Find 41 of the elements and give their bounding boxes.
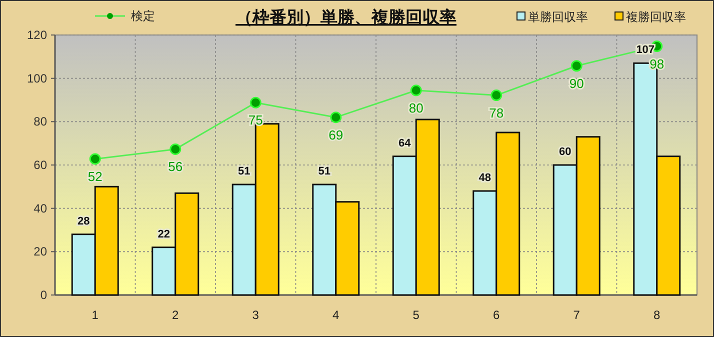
data-label: 80 — [408, 100, 424, 116]
legend-label: 検定 — [131, 9, 155, 23]
data-label: 98 — [650, 56, 664, 72]
x-tick-label: 4 — [332, 308, 340, 322]
data-label: 28 — [78, 215, 90, 228]
y-tick-label: 60 — [34, 158, 48, 172]
x-tick-label: 6 — [493, 308, 500, 322]
data-label: 64 — [398, 137, 412, 150]
data-label: 78 — [489, 105, 504, 120]
data-label: 90 — [569, 76, 584, 91]
x-tick-label: 5 — [412, 308, 420, 322]
y-tick-label: 120 — [26, 28, 48, 42]
x-tick-label: 2 — [172, 308, 180, 322]
point — [250, 96, 262, 108]
y-tick-label: 40 — [34, 201, 48, 216]
point — [170, 143, 182, 155]
y-tick-label: 80 — [34, 114, 48, 129]
legend-label: 単勝回収率 — [528, 10, 588, 24]
data-label: 69 — [328, 127, 344, 142]
chart-title: （枠番別）単勝、複勝回収率 — [236, 8, 456, 27]
data-label: 51 — [318, 166, 330, 178]
x-tick-label: 8 — [654, 308, 661, 322]
x-tick-label: 7 — [573, 308, 580, 322]
data-label: 48 — [478, 172, 491, 184]
data-label: 56 — [168, 159, 183, 174]
legend-label: 複勝回収率 — [626, 10, 686, 24]
data-label: 60 — [559, 146, 572, 158]
point — [490, 90, 502, 102]
x-tick-label: 3 — [252, 308, 260, 322]
data-label: 52 — [88, 168, 102, 184]
y-tick-label: 0 — [40, 288, 48, 302]
y-tick-label: 20 — [34, 244, 48, 259]
point — [410, 84, 422, 96]
point — [570, 60, 582, 72]
data-label: 51 — [238, 166, 250, 178]
data-label: 75 — [248, 112, 263, 128]
x-tick-label: 1 — [92, 308, 99, 322]
data-label: 22 — [158, 228, 170, 240]
point — [330, 112, 342, 124]
y-tick-label: 100 — [26, 71, 48, 86]
point — [89, 153, 101, 165]
